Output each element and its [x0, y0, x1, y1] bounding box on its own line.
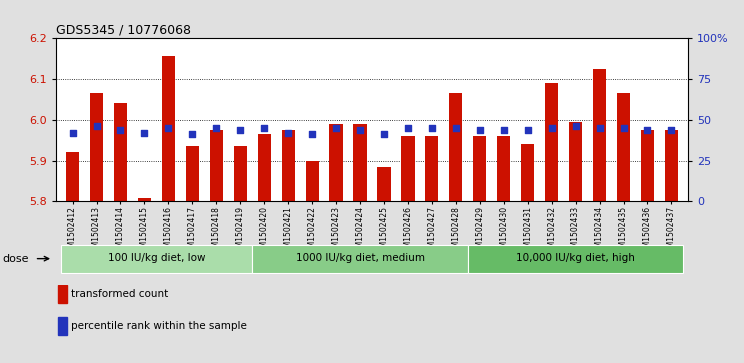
Text: percentile rank within the sample: percentile rank within the sample — [71, 321, 246, 331]
Point — [307, 132, 318, 138]
Point — [426, 125, 437, 131]
Text: transformed count: transformed count — [71, 289, 168, 299]
Point — [450, 125, 462, 131]
Point — [258, 125, 270, 131]
Bar — [58, 285, 67, 303]
Bar — [210, 130, 223, 201]
Bar — [66, 152, 79, 201]
Point — [402, 125, 414, 131]
Text: GDS5345 / 10776068: GDS5345 / 10776068 — [56, 23, 190, 36]
Bar — [521, 144, 534, 201]
Bar — [60, 245, 252, 273]
Text: 100 IU/kg diet, low: 100 IU/kg diet, low — [108, 253, 205, 263]
Bar — [161, 57, 175, 201]
Bar — [138, 198, 151, 201]
Point — [330, 125, 342, 131]
Point — [354, 127, 366, 132]
Point — [618, 125, 629, 131]
Bar — [473, 136, 487, 201]
Bar — [257, 134, 271, 201]
Text: 1000 IU/kg diet, medium: 1000 IU/kg diet, medium — [295, 253, 425, 263]
Point — [641, 127, 653, 132]
Point — [570, 123, 582, 129]
Point — [67, 130, 79, 136]
Bar — [90, 93, 103, 201]
Bar — [569, 122, 583, 201]
Bar — [545, 83, 558, 201]
Point — [162, 125, 174, 131]
Point — [91, 123, 103, 129]
Bar — [234, 146, 247, 201]
Text: dose: dose — [2, 254, 29, 264]
Bar — [426, 136, 438, 201]
Point — [282, 130, 294, 136]
Bar — [468, 245, 684, 273]
Point — [498, 127, 510, 132]
Bar — [449, 93, 463, 201]
Bar — [617, 93, 630, 201]
Bar — [497, 136, 510, 201]
Point — [594, 125, 606, 131]
Bar — [252, 245, 468, 273]
Bar — [377, 167, 391, 201]
Point — [211, 125, 222, 131]
Bar — [306, 161, 318, 201]
Point — [234, 127, 246, 132]
Bar — [593, 69, 606, 201]
Bar — [58, 317, 67, 335]
Bar — [665, 130, 678, 201]
Point — [138, 130, 150, 136]
Point — [187, 132, 199, 138]
Point — [474, 127, 486, 132]
Point — [522, 127, 533, 132]
Point — [545, 125, 557, 131]
Bar — [641, 130, 654, 201]
Point — [665, 127, 677, 132]
Point — [378, 132, 390, 138]
Text: 10,000 IU/kg diet, high: 10,000 IU/kg diet, high — [516, 253, 635, 263]
Bar — [281, 130, 295, 201]
Bar — [401, 136, 414, 201]
Bar — [186, 146, 199, 201]
Bar — [114, 103, 127, 201]
Point — [115, 127, 126, 132]
Bar — [330, 124, 343, 201]
Bar — [353, 124, 367, 201]
